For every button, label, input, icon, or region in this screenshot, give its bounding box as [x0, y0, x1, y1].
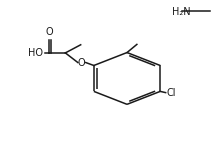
- Text: O: O: [78, 58, 86, 67]
- Text: O: O: [46, 27, 54, 37]
- Text: HO: HO: [28, 48, 43, 58]
- Text: Cl: Cl: [167, 88, 176, 98]
- Text: H₂N: H₂N: [172, 7, 191, 17]
